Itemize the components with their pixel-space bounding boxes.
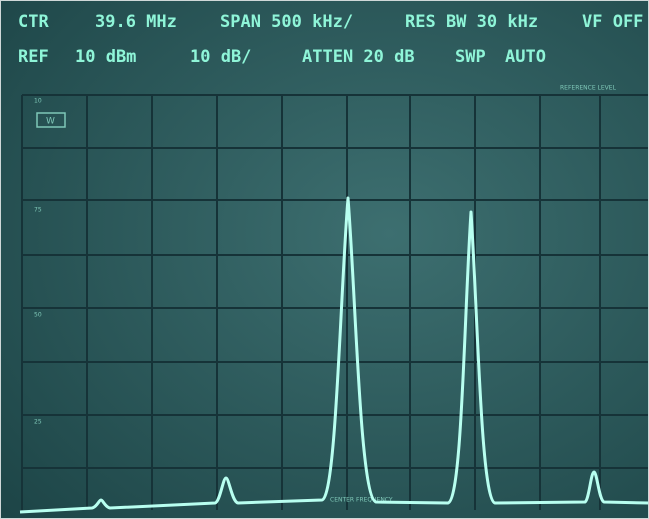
header-text: 10 dB/ [190,47,251,67]
header-text: AUTO [505,47,546,67]
header-text: SWP [455,47,486,67]
header-text: 39.6 MHz [95,12,177,32]
header-text: VF OFF [582,12,643,32]
scale-label: 50 [34,312,42,319]
reference-label: REFERENCE LEVEL [560,85,617,92]
marker-box [36,112,66,128]
scale-label: 75 [34,207,42,214]
marker-text: W [46,117,55,127]
header-row: REF 10 dBm 10 dB/ ATTEN 20 dB SWP AUTO [18,47,546,67]
header-text: ATTEN 20 dB [302,47,415,67]
spectrum-trace [19,196,649,514]
header-text: SPAN 500 kHz/ [220,12,353,32]
scale-label: 10 [34,98,42,105]
header-row: CTR 39.6 MHz SPAN 500 kHz/ RES BW 30 kHz… [18,12,643,32]
header-text: REF [18,47,49,67]
header-text: CTR [18,12,49,32]
header-text: RES BW 30 kHz [405,12,538,32]
header-text: 10 dBm [75,47,136,67]
center-label: CENTER FREQUENCY [330,497,393,504]
graticule [21,94,649,510]
scale-label: 25 [34,419,42,426]
